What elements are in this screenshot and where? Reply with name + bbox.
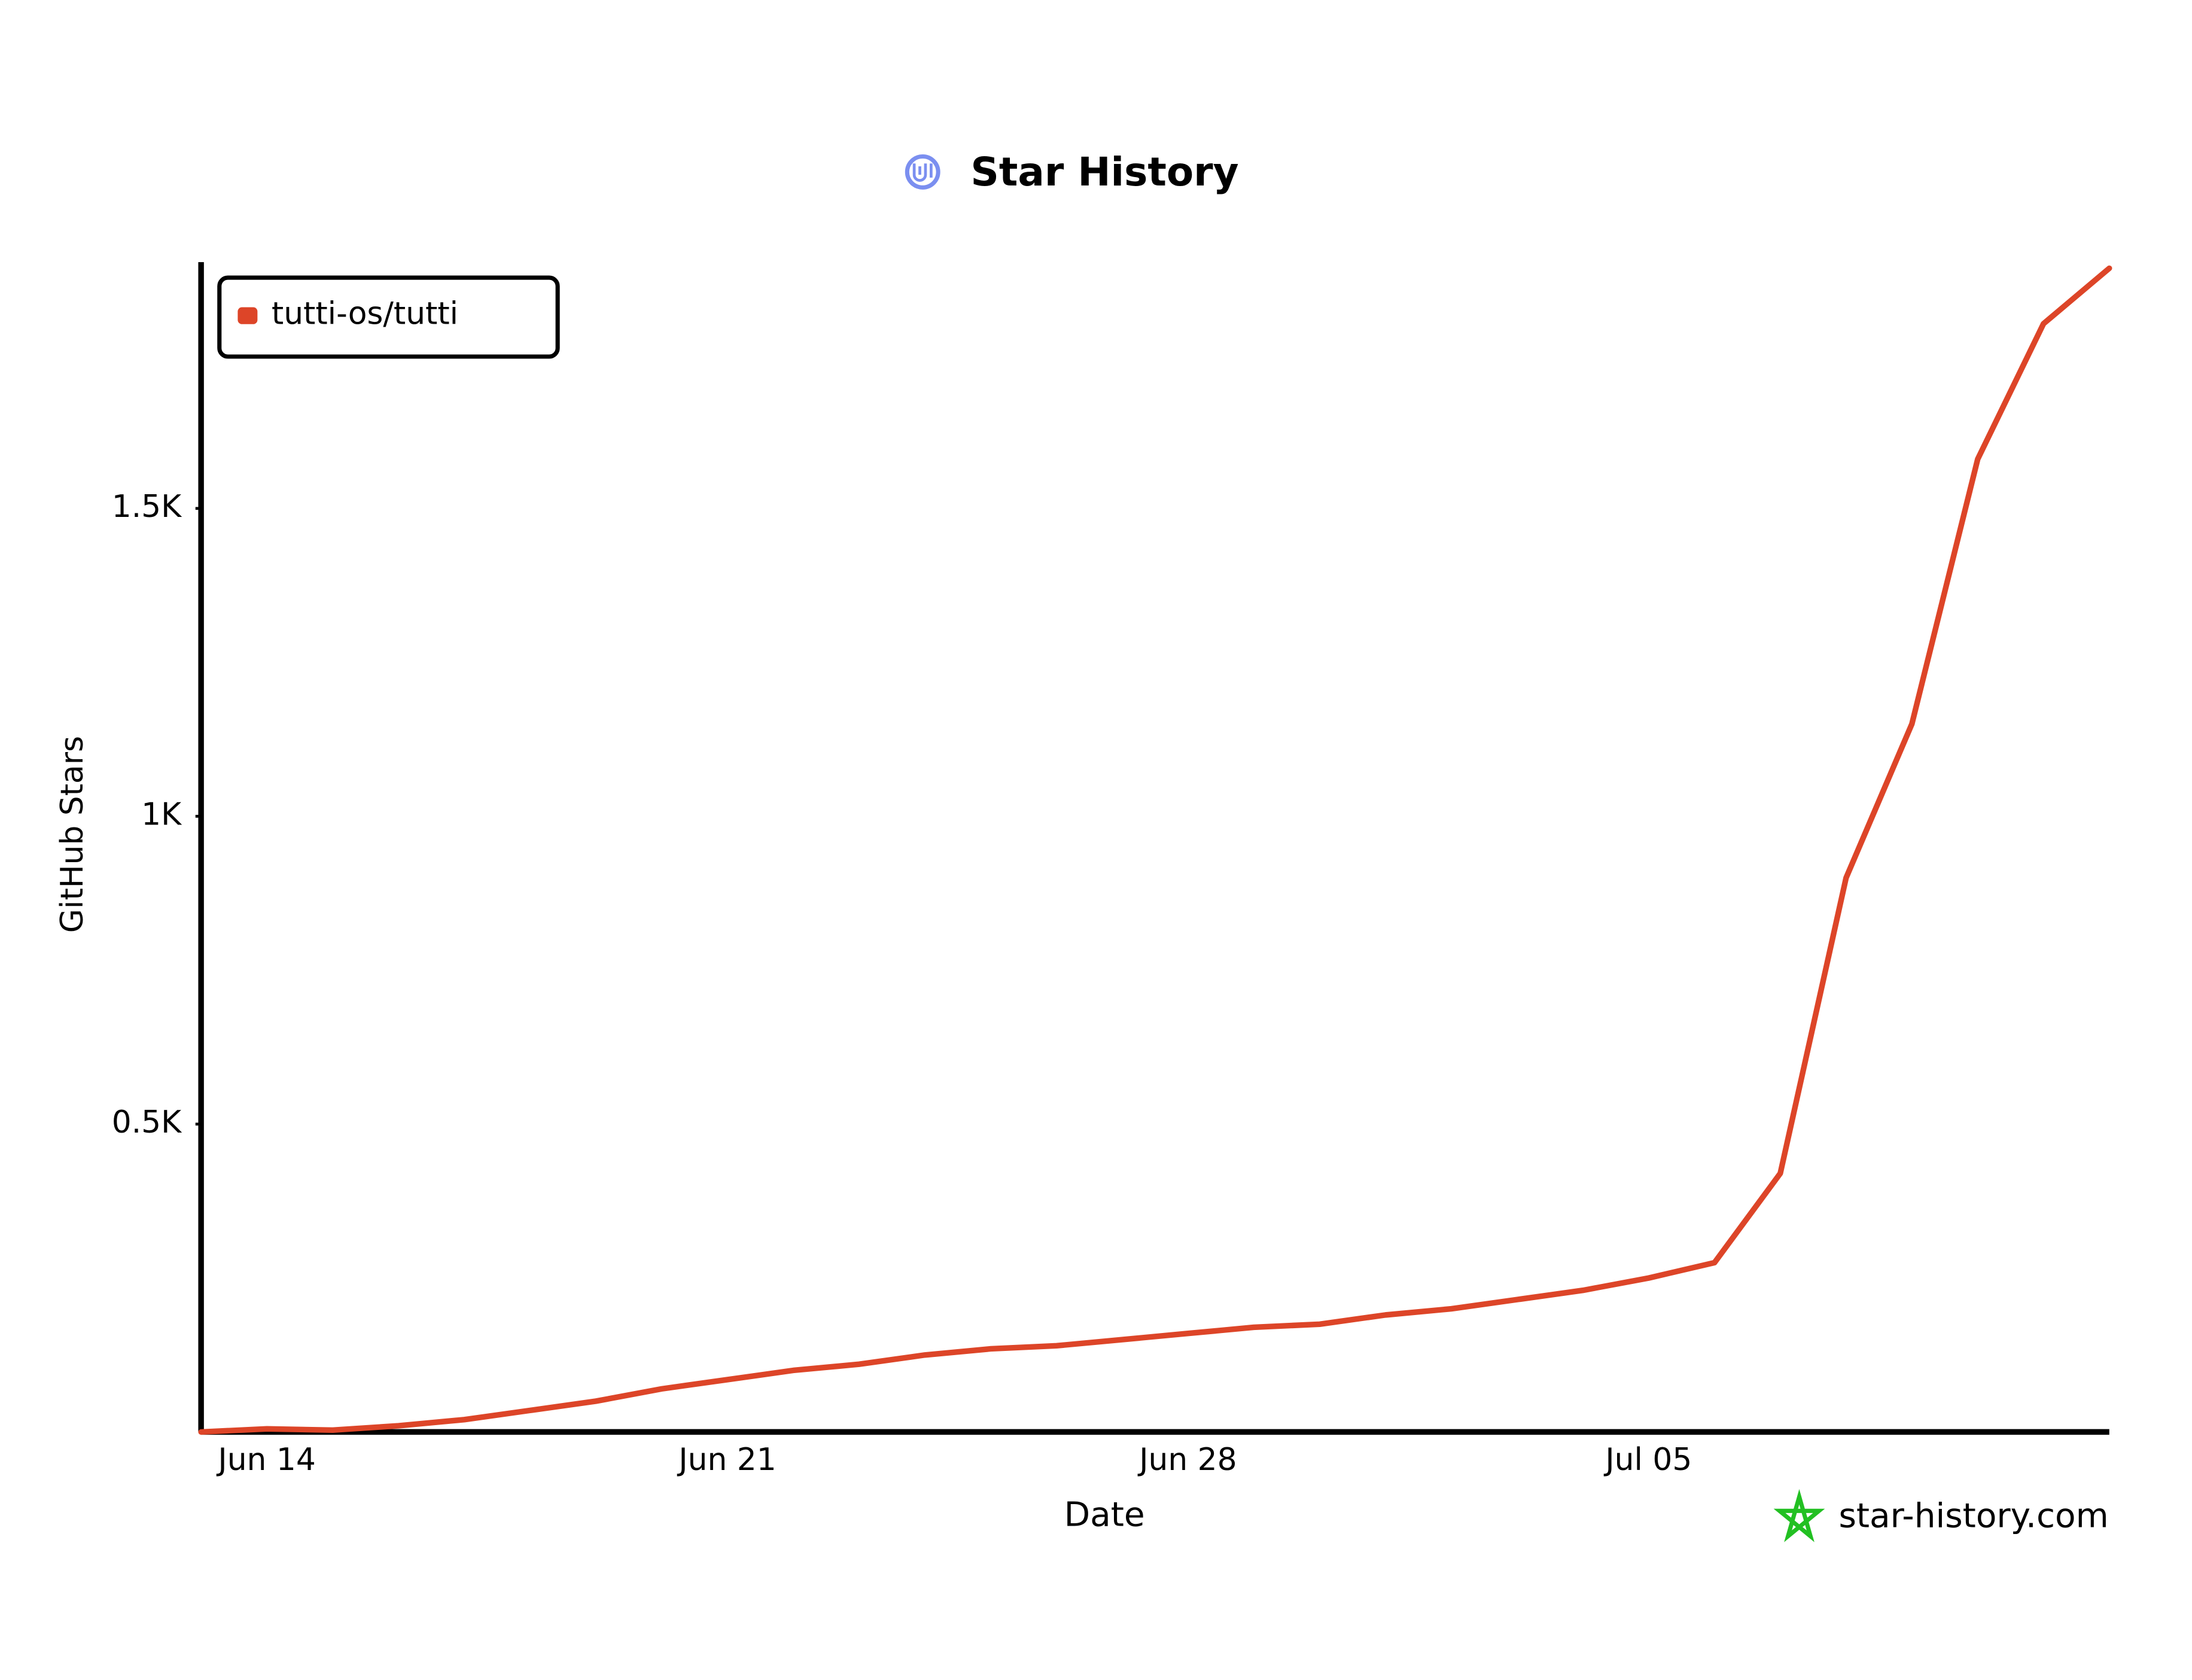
x-axis-title: Date (1064, 1495, 1145, 1534)
x-tick-label: Jun 28 (1137, 1442, 1237, 1478)
series-line (198, 265, 2112, 1435)
x-tick-label: Jun 21 (677, 1442, 776, 1478)
x-tick-label: Jun 14 (216, 1442, 315, 1478)
x-tick-label: Jul 05 (1603, 1442, 1692, 1478)
legend-box (217, 275, 560, 359)
chart-title: Star History (970, 149, 1238, 195)
legend-swatch (238, 307, 258, 324)
y-tick-label: 0.5K (112, 1104, 182, 1140)
watermark-icon (1773, 1489, 1825, 1542)
y-axis-title: GitHub Stars (54, 736, 90, 933)
legend-label: tutti-os/tutti (272, 296, 458, 332)
watermark: star-history.com (1838, 1497, 2108, 1536)
y-tick-label: 1K (141, 796, 182, 832)
y-tick-label: 1.5K (112, 489, 182, 525)
title-icon (905, 154, 940, 190)
